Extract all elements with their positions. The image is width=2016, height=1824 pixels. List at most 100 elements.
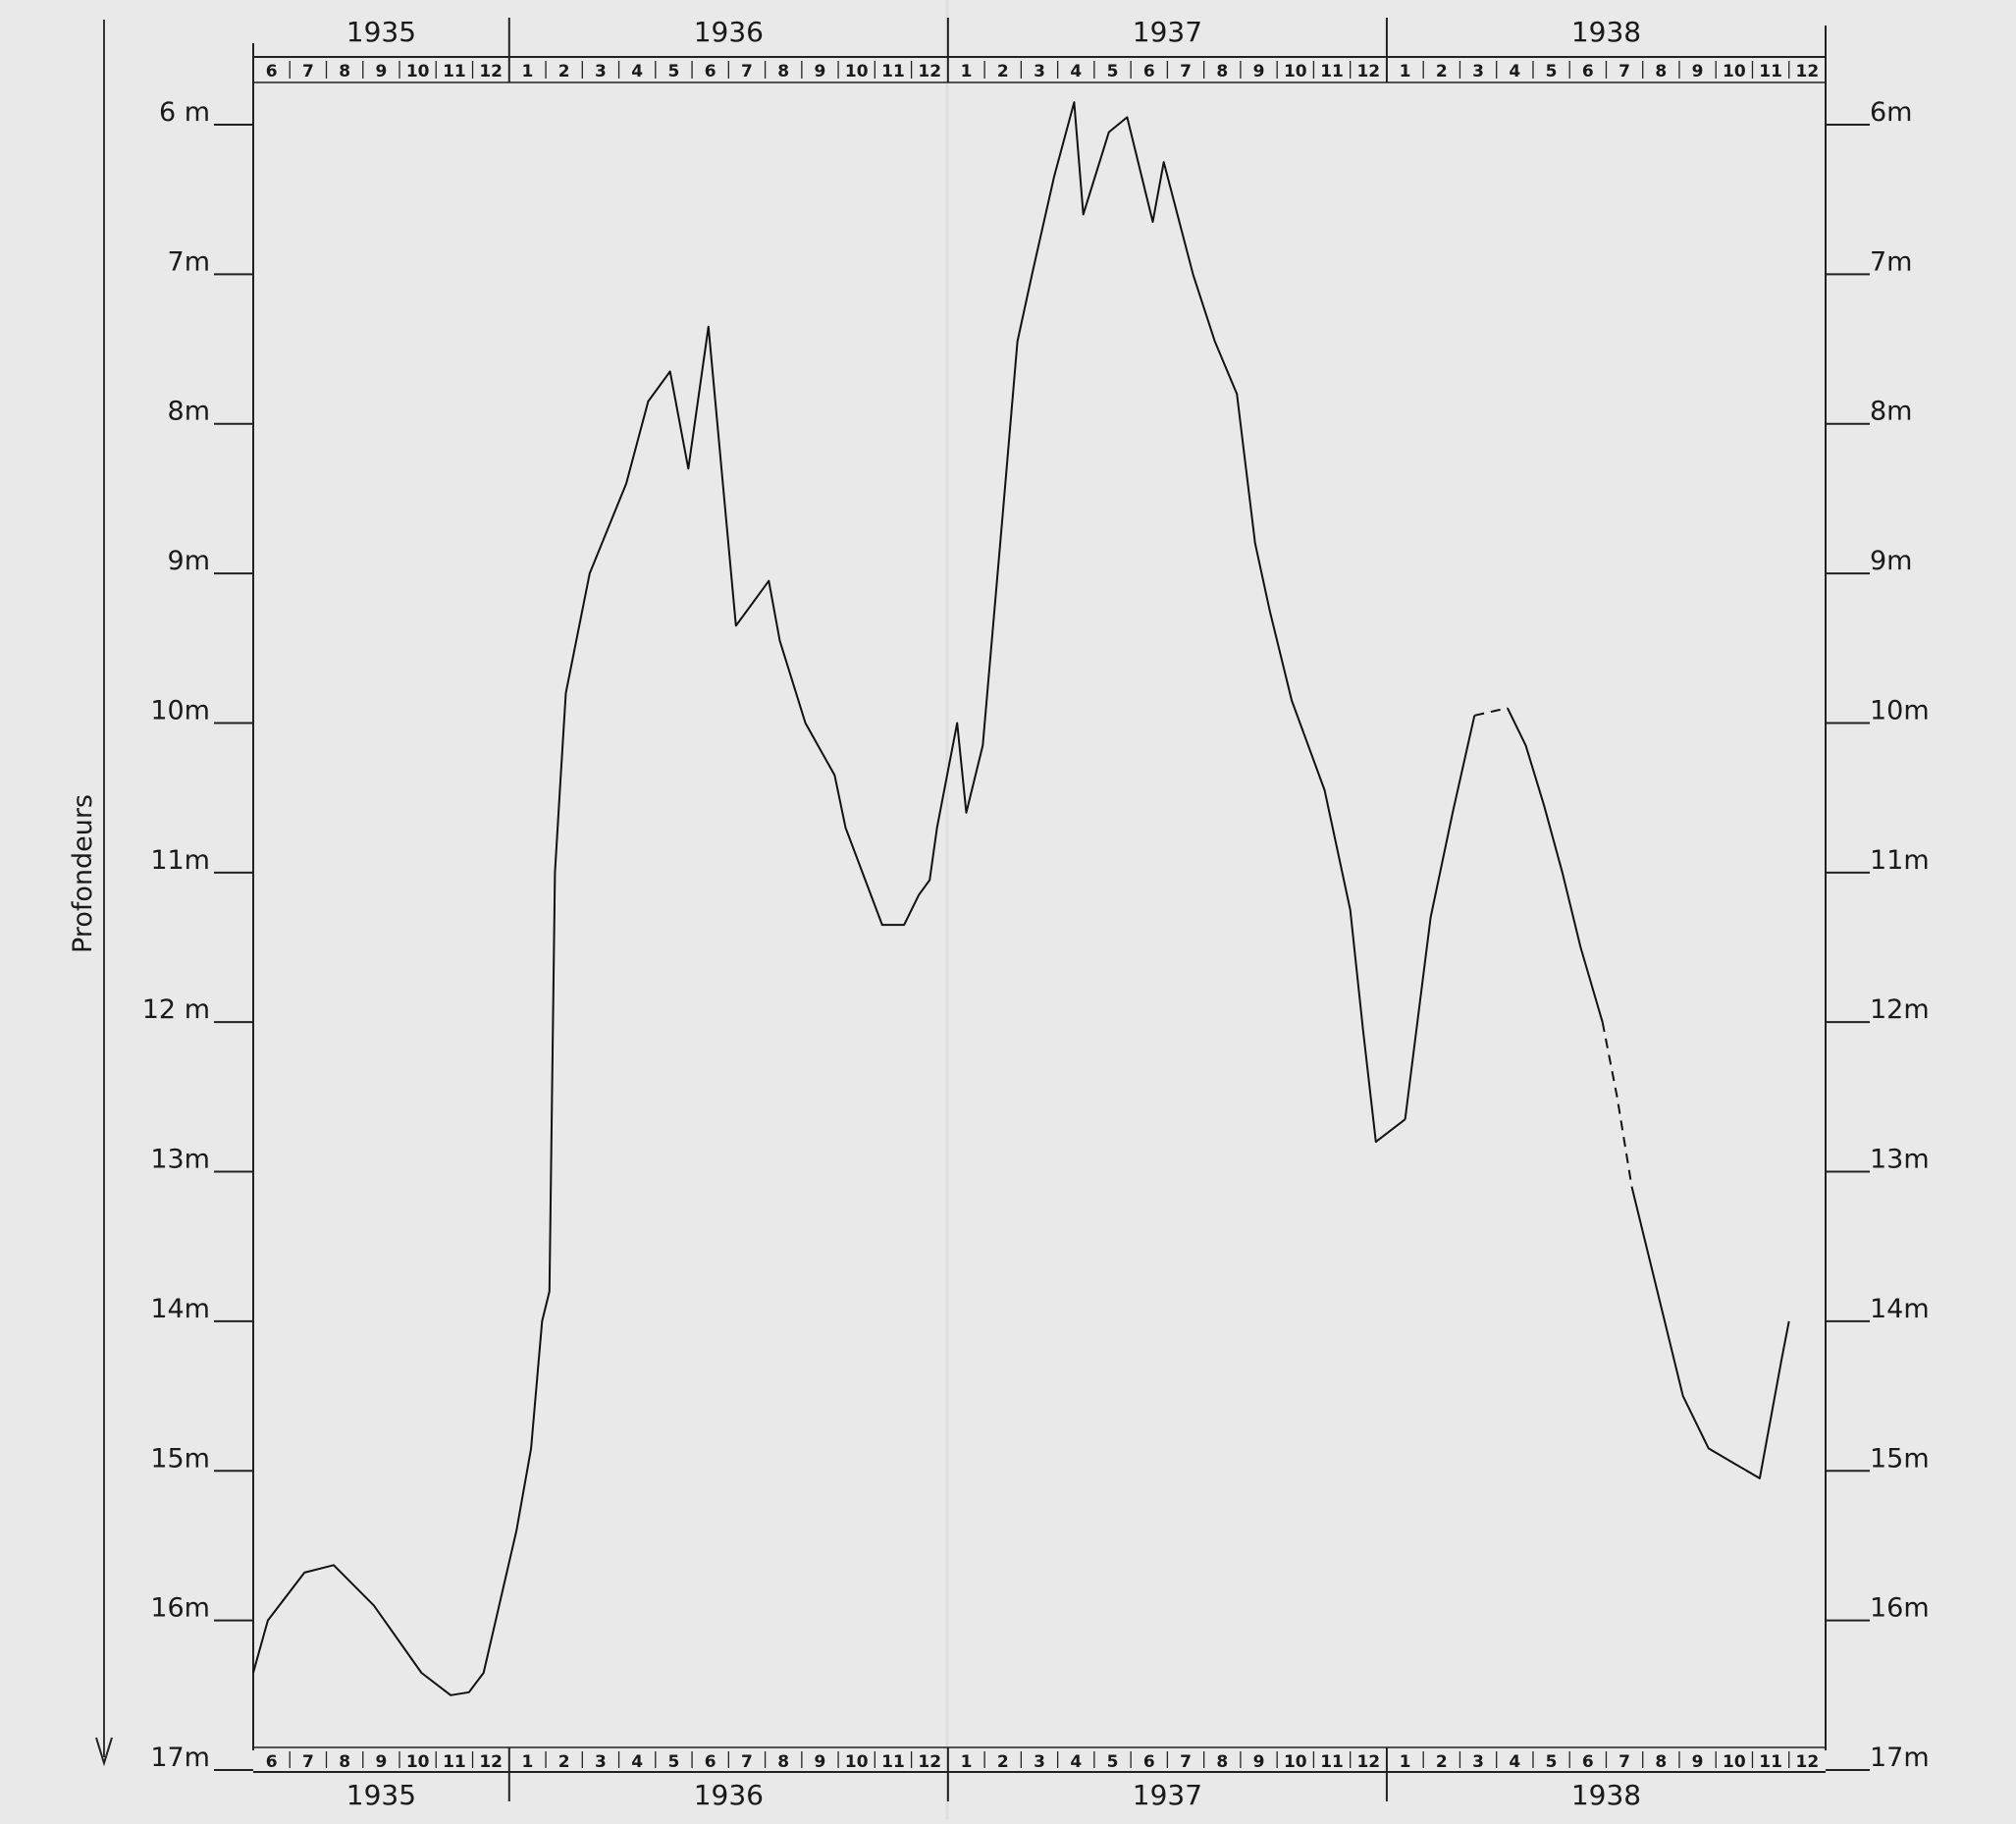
depth-label-left: 16m [150,1593,210,1624]
depth-label-left: 8m [168,397,210,427]
month-label-bottom: 2 [997,1752,1009,1772]
month-label-top: 6 [1143,62,1155,81]
month-label-top: 3 [595,62,607,81]
depth-label-left: 17m [150,1743,210,1773]
month-label-bottom: 6 [705,1752,716,1772]
month-label-top: 4 [1509,62,1520,81]
month-label-top: 5 [668,62,680,81]
month-label-top: 5 [1546,62,1558,81]
depth-series-segment-solid [1404,715,1476,1120]
month-label-bottom: 8 [777,1752,789,1772]
depth-label-right: 12m [1870,994,1930,1025]
month-label-top: 3 [1472,62,1484,81]
depth-label-left: 11m [150,845,210,876]
month-label-top: 8 [1655,62,1667,81]
year-label-top: 1936 [694,16,764,48]
month-label-bottom: 8 [1655,1752,1667,1772]
month-label-bottom: 7 [1618,1752,1630,1772]
month-label-bottom: 10 [406,1752,430,1772]
month-label-top: 9 [815,62,826,81]
month-label-top: 11 [443,62,466,81]
month-label-top: 11 [881,62,905,81]
month-label-top: 8 [339,62,350,81]
month-label-bottom: 3 [595,1752,607,1772]
depth-label-left: 14m [150,1294,210,1324]
month-label-bottom: 2 [1436,1752,1448,1772]
month-label-top: 8 [1216,62,1228,81]
month-label-bottom: 6 [266,1752,278,1772]
month-label-top: 10 [1723,62,1746,81]
month-label-bottom: 8 [1216,1752,1228,1772]
month-label-bottom: 11 [881,1752,905,1772]
depth-series-segment-dashed [1474,707,1509,717]
year-label-bottom: 1937 [1133,1779,1202,1811]
depth-label-left: 13m [150,1145,210,1175]
depth-label-right: 15m [1870,1443,1930,1474]
month-label-top: 6 [266,62,278,81]
month-label-top: 4 [1070,62,1082,81]
month-label-bottom: 12 [1356,1752,1380,1772]
month-label-top: 11 [1320,62,1344,81]
month-label-top: 2 [1436,62,1448,81]
depth-label-right: 14m [1870,1294,1930,1324]
depth-series-segment-solid [1507,707,1604,1023]
month-label-bottom: 9 [1692,1752,1704,1772]
year-label-top: 1937 [1133,16,1202,48]
y-axis-title: Profondeurs [68,794,98,953]
depth-label-right: 16m [1870,1593,1930,1624]
month-label-bottom: 7 [1180,1752,1192,1772]
month-label-bottom: 12 [1796,1752,1820,1772]
month-label-bottom: 5 [1107,1752,1119,1772]
month-label-bottom: 3 [1034,1752,1045,1772]
month-label-bottom: 4 [1509,1752,1520,1772]
depth-series-segment-solid [1630,1186,1790,1479]
month-label-bottom: 8 [339,1752,350,1772]
month-label-bottom: 9 [1253,1752,1265,1772]
month-label-bottom: 5 [668,1752,680,1772]
month-label-top: 10 [1284,62,1307,81]
month-label-top: 1 [1400,62,1411,81]
month-label-top: 6 [1582,62,1594,81]
depth-label-left: 9m [168,546,210,576]
depth-label-right: 13m [1870,1145,1930,1175]
month-label-bottom: 12 [918,1752,941,1772]
month-label-bottom: 4 [631,1752,643,1772]
month-label-bottom: 1 [521,1752,533,1772]
month-label-top: 4 [631,62,643,81]
month-label-bottom: 10 [1284,1752,1307,1772]
depth-label-left: 6 m [159,97,210,128]
month-label-bottom: 12 [479,1752,503,1772]
month-label-bottom: 9 [815,1752,826,1772]
depth-label-right: 8m [1870,397,1912,427]
month-label-bottom: 9 [375,1752,387,1772]
month-label-top: 10 [406,62,430,81]
month-label-top: 7 [302,62,314,81]
depth-series-segment-dashed [1601,1022,1633,1187]
depth-label-left: 10m [150,695,210,725]
month-label-top: 3 [1034,62,1045,81]
month-label-top: 12 [479,62,503,81]
depth-arrow-head [95,1737,113,1767]
month-label-top: 9 [1253,62,1265,81]
year-label-bottom: 1936 [694,1779,764,1811]
month-label-top: 12 [1796,62,1820,81]
month-label-bottom: 1 [961,1752,973,1772]
depth-label-right: 9m [1870,546,1912,576]
month-label-top: 7 [741,62,753,81]
depth-label-right: 11m [1870,845,1930,876]
depth-label-left: 12 m [142,994,210,1025]
year-label-bottom: 1938 [1571,1779,1641,1811]
month-label-top: 5 [1107,62,1119,81]
month-label-bottom: 1 [1400,1752,1411,1772]
month-label-bottom: 4 [1070,1752,1082,1772]
month-label-bottom: 10 [1723,1752,1746,1772]
month-label-top: 10 [845,62,869,81]
depth-label-left: 7m [168,246,210,277]
depth-label-right: 7m [1870,246,1912,277]
month-label-top: 11 [1759,62,1782,81]
month-label-top: 12 [1356,62,1380,81]
year-label-bottom: 1935 [346,1779,416,1811]
month-label-bottom: 6 [1582,1752,1594,1772]
month-label-bottom: 11 [443,1752,466,1772]
